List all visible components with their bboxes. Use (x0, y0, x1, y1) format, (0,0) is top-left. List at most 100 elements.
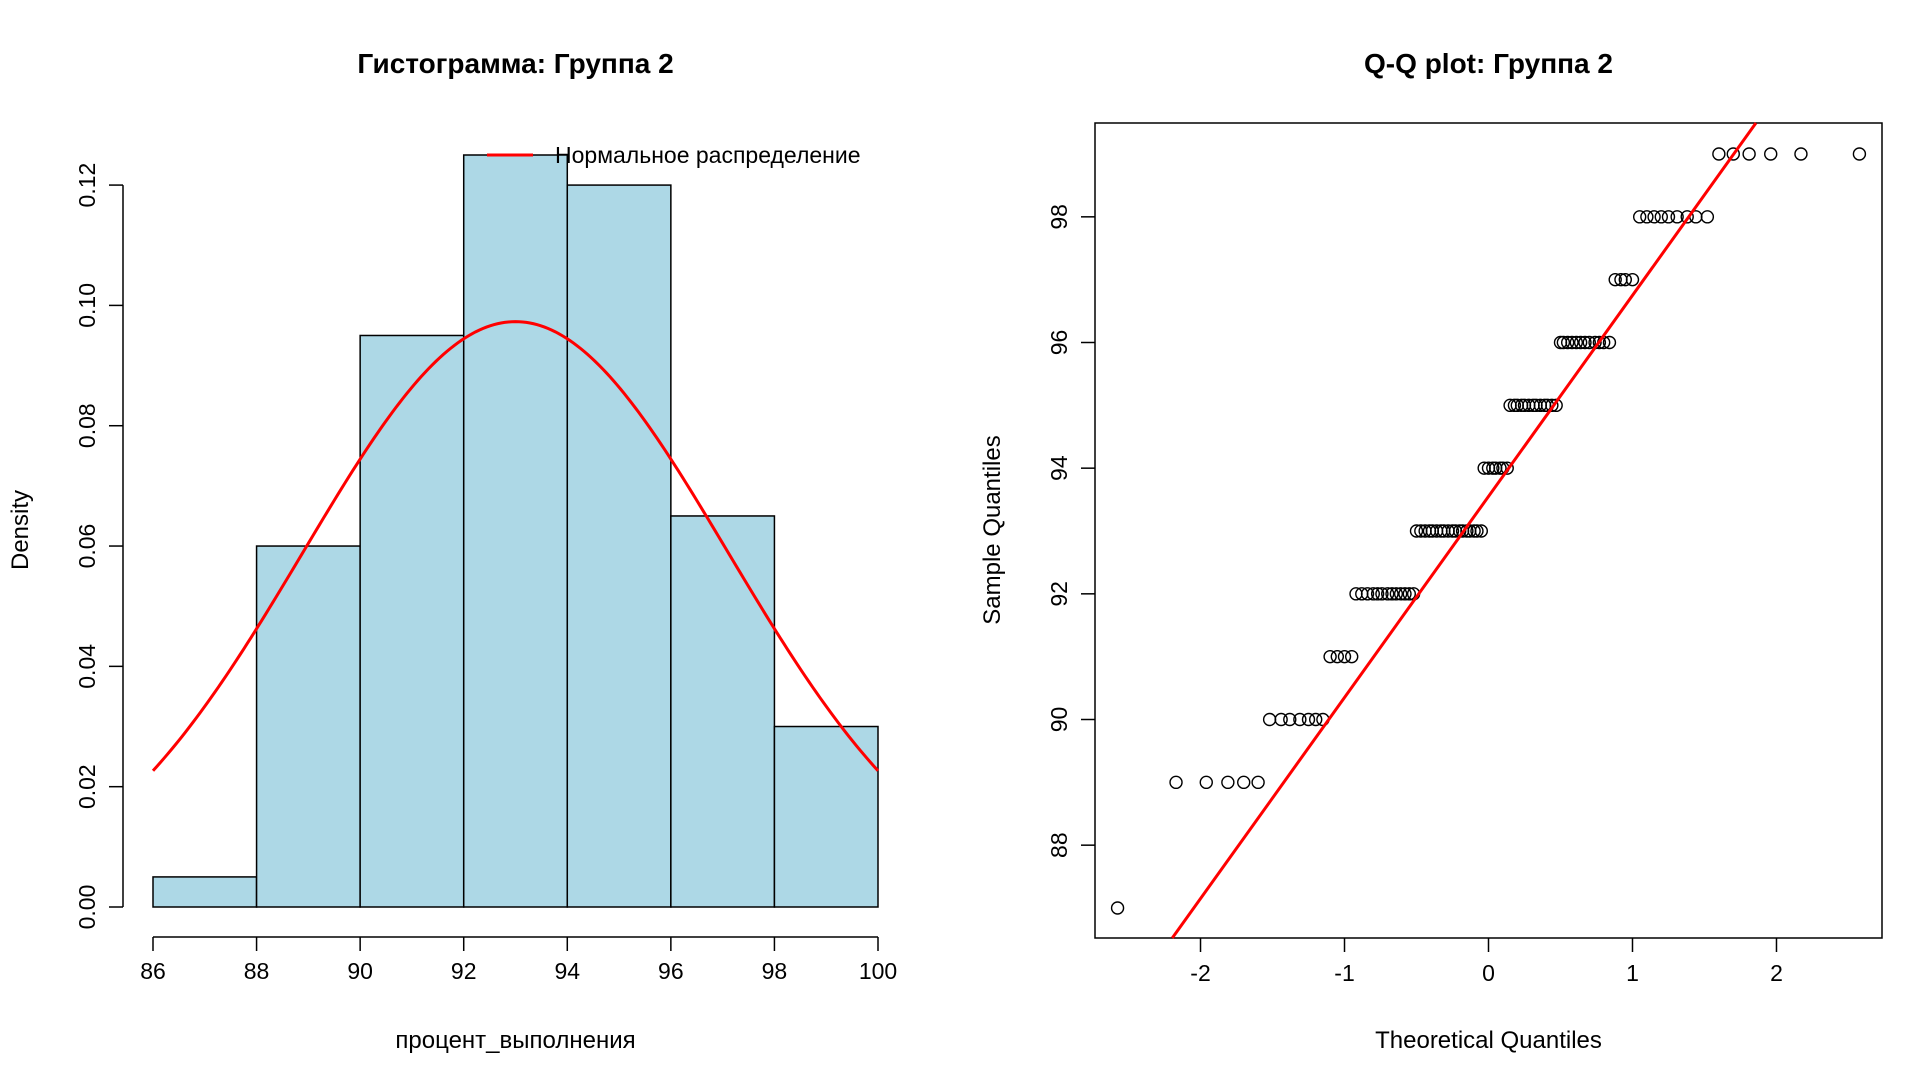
y-tick-label: 0.10 (74, 283, 100, 328)
qq-point (1237, 775, 1251, 790)
qq-point (1726, 147, 1740, 161)
qq-plot-frame (1094, 122, 1883, 939)
qq-point (1402, 587, 1417, 601)
qq-point (1370, 587, 1385, 601)
histogram-panel: Гистограмма: Группа 2 86 88 90 92 94 96 98 100 … (7, 48, 897, 1054)
x-tick-label: 1 (1626, 960, 1639, 986)
x-tick-label: 98 (762, 958, 788, 984)
qq-point (1569, 335, 1584, 350)
histogram-y-axis: 0.00 0.02 0.04 0.06 0.08 0.10 0.12 (74, 163, 124, 930)
legend-entry-normal: Нормальное распределение (555, 142, 861, 168)
x-tick-label: 96 (658, 958, 684, 984)
y-tick-label: 88 (1046, 832, 1072, 858)
histogram-x-label: процент_выполнения (395, 1027, 635, 1054)
qq-point (1545, 398, 1559, 413)
qq-point (1360, 587, 1375, 601)
qq-point (1393, 587, 1408, 601)
qq-point (1712, 147, 1726, 161)
qq-point (1345, 649, 1359, 664)
y-tick-label: 0.00 (74, 885, 100, 930)
histogram-bar (152, 876, 258, 908)
qq-point (1632, 210, 1647, 224)
qq-point (1337, 649, 1352, 664)
qq-point (1474, 524, 1489, 538)
qq-point (1625, 272, 1640, 287)
y-tick-label: 98 (1046, 204, 1072, 230)
histogram-bar (670, 515, 776, 908)
qq-point (1640, 210, 1654, 224)
histogram-bar (255, 545, 361, 908)
qq-point (1592, 335, 1607, 350)
qq-point (1389, 587, 1404, 601)
x-tick-label: 86 (140, 958, 166, 984)
histogram-bar (462, 154, 569, 908)
x-tick-label: 94 (554, 958, 580, 984)
y-tick-label: 0.08 (74, 403, 100, 448)
y-tick-label: 94 (1046, 455, 1072, 481)
qq-point (1366, 587, 1381, 601)
qq-point (1680, 210, 1694, 224)
x-tick-label: 88 (244, 958, 270, 984)
qq-point (1556, 335, 1571, 350)
y-tick-label: 0.12 (74, 163, 100, 208)
qq-point (1608, 272, 1622, 287)
qq-point (1309, 712, 1323, 727)
qq-point (1654, 210, 1668, 224)
qq-point (1500, 461, 1514, 475)
qq-x-axis: -2 -1 0 1 2 (1190, 938, 1783, 986)
qq-y-label: Sample Quantiles (979, 435, 1006, 624)
qq-point (1409, 524, 1424, 538)
normal-density-curve (151, 320, 880, 772)
qq-point (1578, 335, 1592, 350)
qq-point (1700, 210, 1715, 224)
qq-point (1330, 649, 1345, 664)
y-tick-label: 0.02 (74, 764, 100, 809)
qq-point (1385, 587, 1399, 601)
qq-point (1670, 210, 1684, 224)
x-tick-label: -2 (1190, 960, 1210, 986)
y-tick-label: 90 (1046, 707, 1072, 733)
qq-point (1293, 712, 1307, 727)
qq-plot-panel: Q-Q plot: Группа 2 -2 -1 0 1 2 889092949698 … (979, 48, 1883, 1054)
qq-point (1221, 775, 1235, 790)
qq-point (1794, 147, 1808, 161)
x-tick-label: 2 (1770, 960, 1783, 986)
qq-point (1647, 210, 1661, 224)
histogram-bar (773, 725, 879, 908)
x-tick-label: 0 (1482, 960, 1495, 986)
qq-point (1764, 147, 1778, 161)
y-tick-label: 0.04 (74, 644, 100, 689)
qq-point (1553, 335, 1568, 350)
qq-point (1852, 147, 1867, 161)
qq-point (1661, 210, 1676, 224)
histogram-bar (566, 184, 672, 908)
histogram-legend: Нормальное распределение (487, 142, 861, 168)
qq-point (1398, 587, 1412, 601)
qq-plot-title: Q-Q plot: Группа 2 (1364, 48, 1613, 79)
qq-point (1110, 901, 1125, 915)
qq-point (1560, 335, 1575, 350)
qq-point (1375, 587, 1389, 601)
qq-reference-line (1171, 122, 1758, 939)
histogram-x-axis: 86 88 90 92 94 96 98 100 (140, 936, 897, 984)
y-tick-label: 92 (1046, 581, 1072, 607)
qq-point (1199, 775, 1213, 790)
qq-point (1549, 398, 1563, 413)
qq-point (1301, 712, 1316, 727)
x-tick-label: 90 (347, 958, 373, 984)
histogram-bar (359, 334, 465, 908)
qq-point (1565, 335, 1579, 350)
qq-point (1262, 712, 1277, 727)
x-tick-label: 100 (859, 958, 897, 984)
qq-point (1602, 335, 1617, 350)
qq-point (1251, 775, 1265, 790)
histogram-y-label: Density (7, 490, 34, 570)
qq-point (1618, 272, 1632, 287)
qq-point (1274, 712, 1288, 727)
histogram-bars (152, 154, 879, 908)
qq-point (1283, 712, 1297, 727)
qq-points (1110, 147, 1867, 915)
y-tick-label: 96 (1046, 330, 1072, 356)
